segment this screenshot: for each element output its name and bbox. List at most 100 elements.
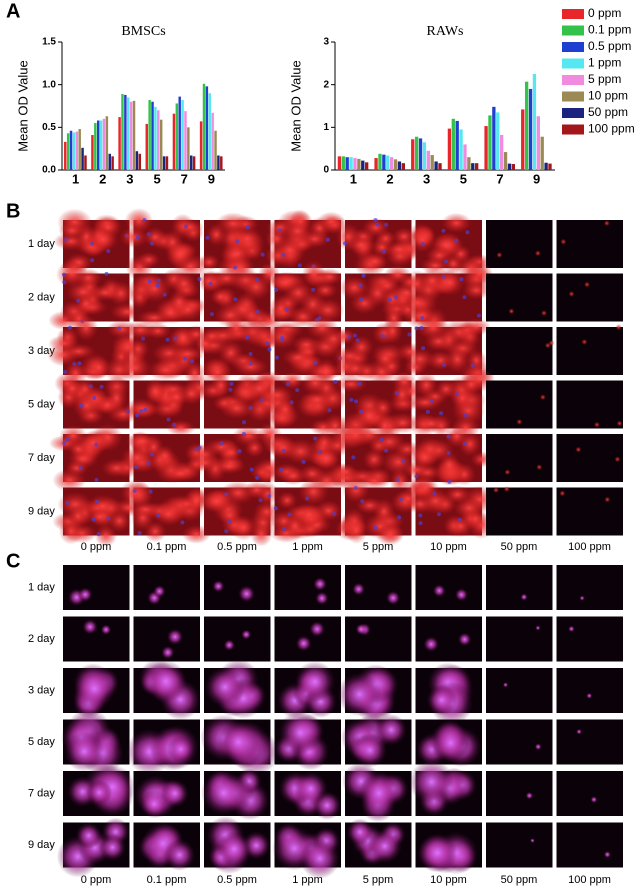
nucleus xyxy=(295,388,300,393)
cell xyxy=(231,226,264,252)
cell xyxy=(124,208,154,234)
cell xyxy=(341,358,369,379)
nucleus xyxy=(274,355,279,360)
bar xyxy=(511,164,515,170)
micrograph xyxy=(556,220,623,268)
cell xyxy=(383,264,412,285)
cell xyxy=(274,398,296,421)
nucleus xyxy=(134,464,139,469)
bar xyxy=(127,97,130,170)
nucleus xyxy=(237,449,242,454)
colony xyxy=(409,759,454,805)
cell xyxy=(539,394,546,401)
micrograph xyxy=(486,616,553,662)
bar xyxy=(488,115,492,170)
colony xyxy=(217,720,260,764)
legend-swatch xyxy=(562,42,584,52)
nucleus xyxy=(228,387,233,392)
colony xyxy=(535,625,541,631)
column-label: 1 ppm xyxy=(292,541,323,553)
nucleus xyxy=(414,326,419,331)
colony xyxy=(294,661,336,703)
nucleus xyxy=(65,437,70,442)
colony xyxy=(166,628,184,646)
cell xyxy=(94,524,118,547)
bar xyxy=(507,163,512,170)
x-tick-label: 2 xyxy=(386,171,393,186)
x-tick-label: 9 xyxy=(208,171,215,186)
colony xyxy=(144,660,187,703)
nucleus xyxy=(248,361,253,366)
bar xyxy=(484,126,488,170)
nucleus xyxy=(397,515,402,520)
nucleus xyxy=(361,273,366,278)
nucleus xyxy=(346,334,351,339)
chart-title: RAWs xyxy=(427,24,464,39)
bar xyxy=(211,112,214,170)
nucleus xyxy=(235,239,240,244)
bar xyxy=(129,101,133,170)
cell xyxy=(210,372,232,398)
cell xyxy=(615,324,622,331)
cell xyxy=(199,327,225,345)
nucleus xyxy=(142,218,147,223)
bar xyxy=(361,160,365,170)
cell xyxy=(283,438,319,465)
legend-label: 100 ppm xyxy=(588,122,635,136)
micrograph xyxy=(486,434,553,482)
cell xyxy=(316,211,346,232)
nucleus xyxy=(284,307,289,312)
micrograph xyxy=(556,273,623,322)
nucleus xyxy=(351,455,356,460)
nucleus xyxy=(209,312,214,317)
bar xyxy=(154,106,157,170)
bar xyxy=(214,130,217,170)
cell xyxy=(503,486,510,493)
cell xyxy=(201,489,232,513)
micrograph xyxy=(486,327,553,375)
nucleus xyxy=(373,218,378,223)
nucleus xyxy=(135,413,140,418)
bar xyxy=(397,161,402,170)
nucleus xyxy=(106,516,111,521)
cell xyxy=(55,260,88,288)
panel-label: B xyxy=(6,200,20,222)
nucleus xyxy=(398,497,403,502)
colony xyxy=(98,833,127,861)
nucleus xyxy=(447,479,452,484)
cell xyxy=(404,348,436,370)
nucleus xyxy=(444,259,449,264)
nucleus xyxy=(258,498,263,503)
bar xyxy=(108,153,111,170)
cell xyxy=(198,253,220,271)
cell xyxy=(614,456,621,463)
cell xyxy=(52,468,87,492)
cell xyxy=(346,235,376,255)
cell xyxy=(461,318,491,336)
nucleus xyxy=(147,279,152,284)
nucleus xyxy=(65,500,70,505)
cell xyxy=(438,451,461,479)
bar xyxy=(528,88,533,170)
column-label: 50 ppm xyxy=(501,541,538,553)
nucleus xyxy=(454,238,459,243)
cell xyxy=(233,357,269,377)
column-label: 5 ppm xyxy=(363,541,394,553)
cell xyxy=(300,390,334,410)
bar xyxy=(208,93,211,170)
cell xyxy=(616,420,623,427)
nucleus xyxy=(135,235,140,240)
colony xyxy=(432,584,446,598)
cell xyxy=(189,453,220,473)
cell xyxy=(152,501,185,527)
bar xyxy=(121,94,124,170)
bar xyxy=(353,158,357,170)
colony xyxy=(530,838,535,844)
y-axis-label: Mean OD Value xyxy=(15,60,30,152)
cell xyxy=(293,502,325,527)
row-label: 7 day xyxy=(28,787,55,799)
bar xyxy=(187,127,190,170)
nucleus xyxy=(429,398,434,403)
bar xyxy=(447,128,452,170)
nucleus xyxy=(137,530,142,535)
